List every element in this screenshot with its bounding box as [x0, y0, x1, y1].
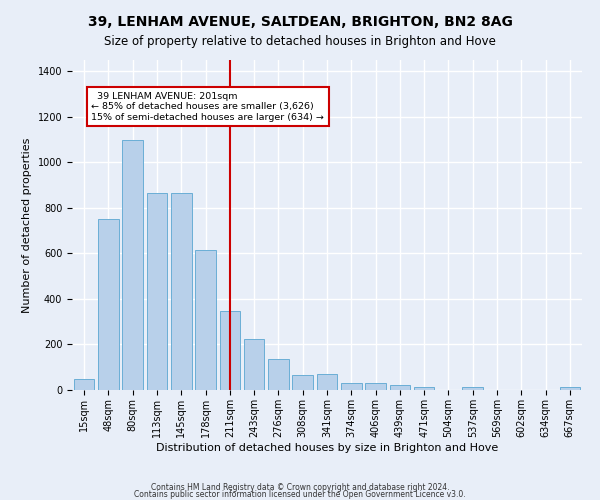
Bar [463, 388, 483, 390]
Text: Contains public sector information licensed under the Open Government Licence v3: Contains public sector information licen… [134, 490, 466, 499]
Bar [414, 386, 434, 390]
Text: Size of property relative to detached houses in Brighton and Hove: Size of property relative to detached ho… [104, 35, 496, 48]
Bar [292, 375, 313, 390]
Bar [171, 193, 191, 390]
Bar [122, 140, 143, 390]
Bar [195, 250, 216, 390]
Bar [317, 374, 337, 390]
Bar [389, 385, 410, 390]
Bar [98, 220, 119, 390]
Bar [365, 383, 386, 390]
Bar [560, 388, 580, 390]
Bar [341, 383, 362, 390]
Bar [268, 360, 289, 390]
Bar [146, 193, 167, 390]
Bar [74, 378, 94, 390]
X-axis label: Distribution of detached houses by size in Brighton and Hove: Distribution of detached houses by size … [156, 442, 498, 452]
Text: 39 LENHAM AVENUE: 201sqm
← 85% of detached houses are smaller (3,626)
15% of sem: 39 LENHAM AVENUE: 201sqm ← 85% of detach… [91, 92, 325, 122]
Y-axis label: Number of detached properties: Number of detached properties [22, 138, 32, 312]
Bar [220, 312, 240, 390]
Bar [244, 339, 265, 390]
Text: 39, LENHAM AVENUE, SALTDEAN, BRIGHTON, BN2 8AG: 39, LENHAM AVENUE, SALTDEAN, BRIGHTON, B… [88, 15, 512, 29]
Text: Contains HM Land Registry data © Crown copyright and database right 2024.: Contains HM Land Registry data © Crown c… [151, 484, 449, 492]
